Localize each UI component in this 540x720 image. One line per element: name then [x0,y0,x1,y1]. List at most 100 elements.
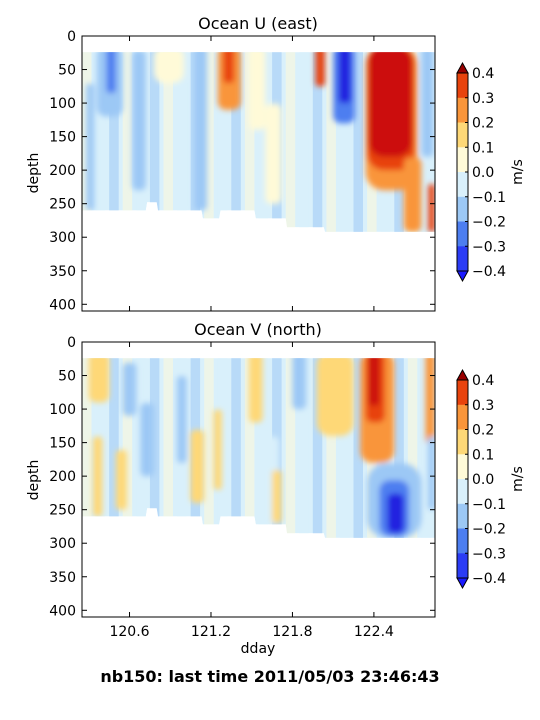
field-band [149,52,160,232]
colorbar-tick-label: 0.2 [472,423,494,439]
colorbar-tick-label: −0.2 [472,522,506,538]
field-feature [315,52,325,87]
colorbar-segment [457,503,468,529]
field-band [244,52,255,232]
field-feature [249,52,266,130]
field-band [340,52,350,232]
colorbar-tick-label: −0.1 [472,190,506,206]
field-feature [88,358,110,403]
ytick-label: 350 [49,570,76,586]
xtick-label: 121.8 [272,624,312,640]
field-features [88,358,435,538]
field-feature [338,52,351,104]
field-feature [106,52,116,93]
field-feature [387,493,404,534]
ytick-label: 400 [49,603,76,619]
field-band [163,358,173,538]
field-feature [249,358,263,423]
xtick-label: 120.6 [109,624,149,640]
field-band [407,358,418,538]
colorbar-extend-min [456,270,469,283]
panel-u-field [82,52,435,232]
ytick-label: 50 [58,369,76,385]
colorbar-tick-label: −0.4 [472,571,506,587]
colorbar-extend-min [456,577,469,590]
colorbar-v: 0.4 0.3 0.2 0.1 0.0 −0.1 −0.2 −0.3 −0.4 m/s [456,368,526,590]
field-feature [177,376,187,463]
colorbar-segment [457,404,468,430]
panel-v-xlabel: dday [241,641,276,657]
panel-v-field [82,358,435,538]
colorbar-segment [457,429,468,455]
panel-ocean-v: Ocean V (north) depth 0 50 100 150 200 250 300… [26,320,436,657]
ytick-label: 100 [49,96,76,112]
field-feature [86,83,95,211]
ytick-label: 350 [49,264,76,280]
field-band [285,52,296,232]
colorbar-label: m/s [510,159,526,185]
ytick-label: 100 [49,402,76,418]
field-band [312,52,323,232]
panel-ocean-u: Ocean U (east) depth 0 50 100 150 200 250 300 3… [26,14,436,313]
field-band [82,358,92,538]
colorbar-segment [457,553,468,579]
field-region [82,52,435,232]
panel-v-frame [81,341,436,618]
xtick-label: 122.4 [354,624,394,640]
colorbar-extend-max [456,61,469,74]
field-band [95,52,106,232]
field-band [244,358,255,538]
ytick-label: 250 [49,197,76,213]
field-band [340,358,350,538]
ytick-label: 250 [49,503,76,519]
colorbar-tick-label: −0.3 [472,239,506,255]
colorbar-tick-label: 0.0 [472,472,494,488]
colorbar-segment [457,73,468,99]
field-feature [272,470,282,524]
ytick-label: 0 [67,29,76,45]
field-region [82,358,435,538]
colorbar-segment [457,479,468,505]
ytick-label: 150 [49,436,76,452]
colorbar-tick-label: −0.1 [472,497,506,513]
field-feature [92,436,103,517]
panel-v-title: Ocean V (north) [194,320,322,339]
field-feature [140,403,154,477]
colorbar-tick-label: −0.4 [472,264,506,280]
panel-v-ticks: 0 50 100 150 200 250 300 350 400 120.6 121.2 121.8 1… [49,335,435,640]
ytick-label: 400 [49,297,76,313]
panel-u-frame [81,35,436,312]
field-band [299,358,309,538]
field-feature [403,157,422,232]
field-band [204,358,214,538]
field-band [204,52,214,232]
colorbar-segment [457,221,468,247]
field-feature [115,450,127,510]
colorbar-tick-label: 0.3 [472,91,494,107]
ytick-label: 200 [49,469,76,485]
field-band [353,52,363,232]
field-feature [368,358,380,406]
field-feature [428,436,435,510]
field-feature [421,52,434,157]
field-feature [122,362,137,416]
field-band [258,358,268,538]
field-band [394,358,404,538]
field-band [163,52,173,232]
colorbar-label: m/s [510,466,526,492]
field-band [217,358,228,538]
field-feature [368,52,412,157]
colorbar-tick-label: 0.1 [472,140,494,156]
field-band [122,358,133,538]
field-feature [132,52,146,191]
xtick-label: 121.2 [191,624,231,640]
colorbar-segment [457,246,468,272]
field-band [421,358,431,538]
colorbar-extend-max [456,368,469,381]
colorbar-segment [457,528,468,554]
colorbar-tick-label: 0.0 [472,165,494,181]
field-band [109,52,119,232]
field-feature [190,429,205,503]
colorbar-tick-label: −0.3 [472,546,506,562]
